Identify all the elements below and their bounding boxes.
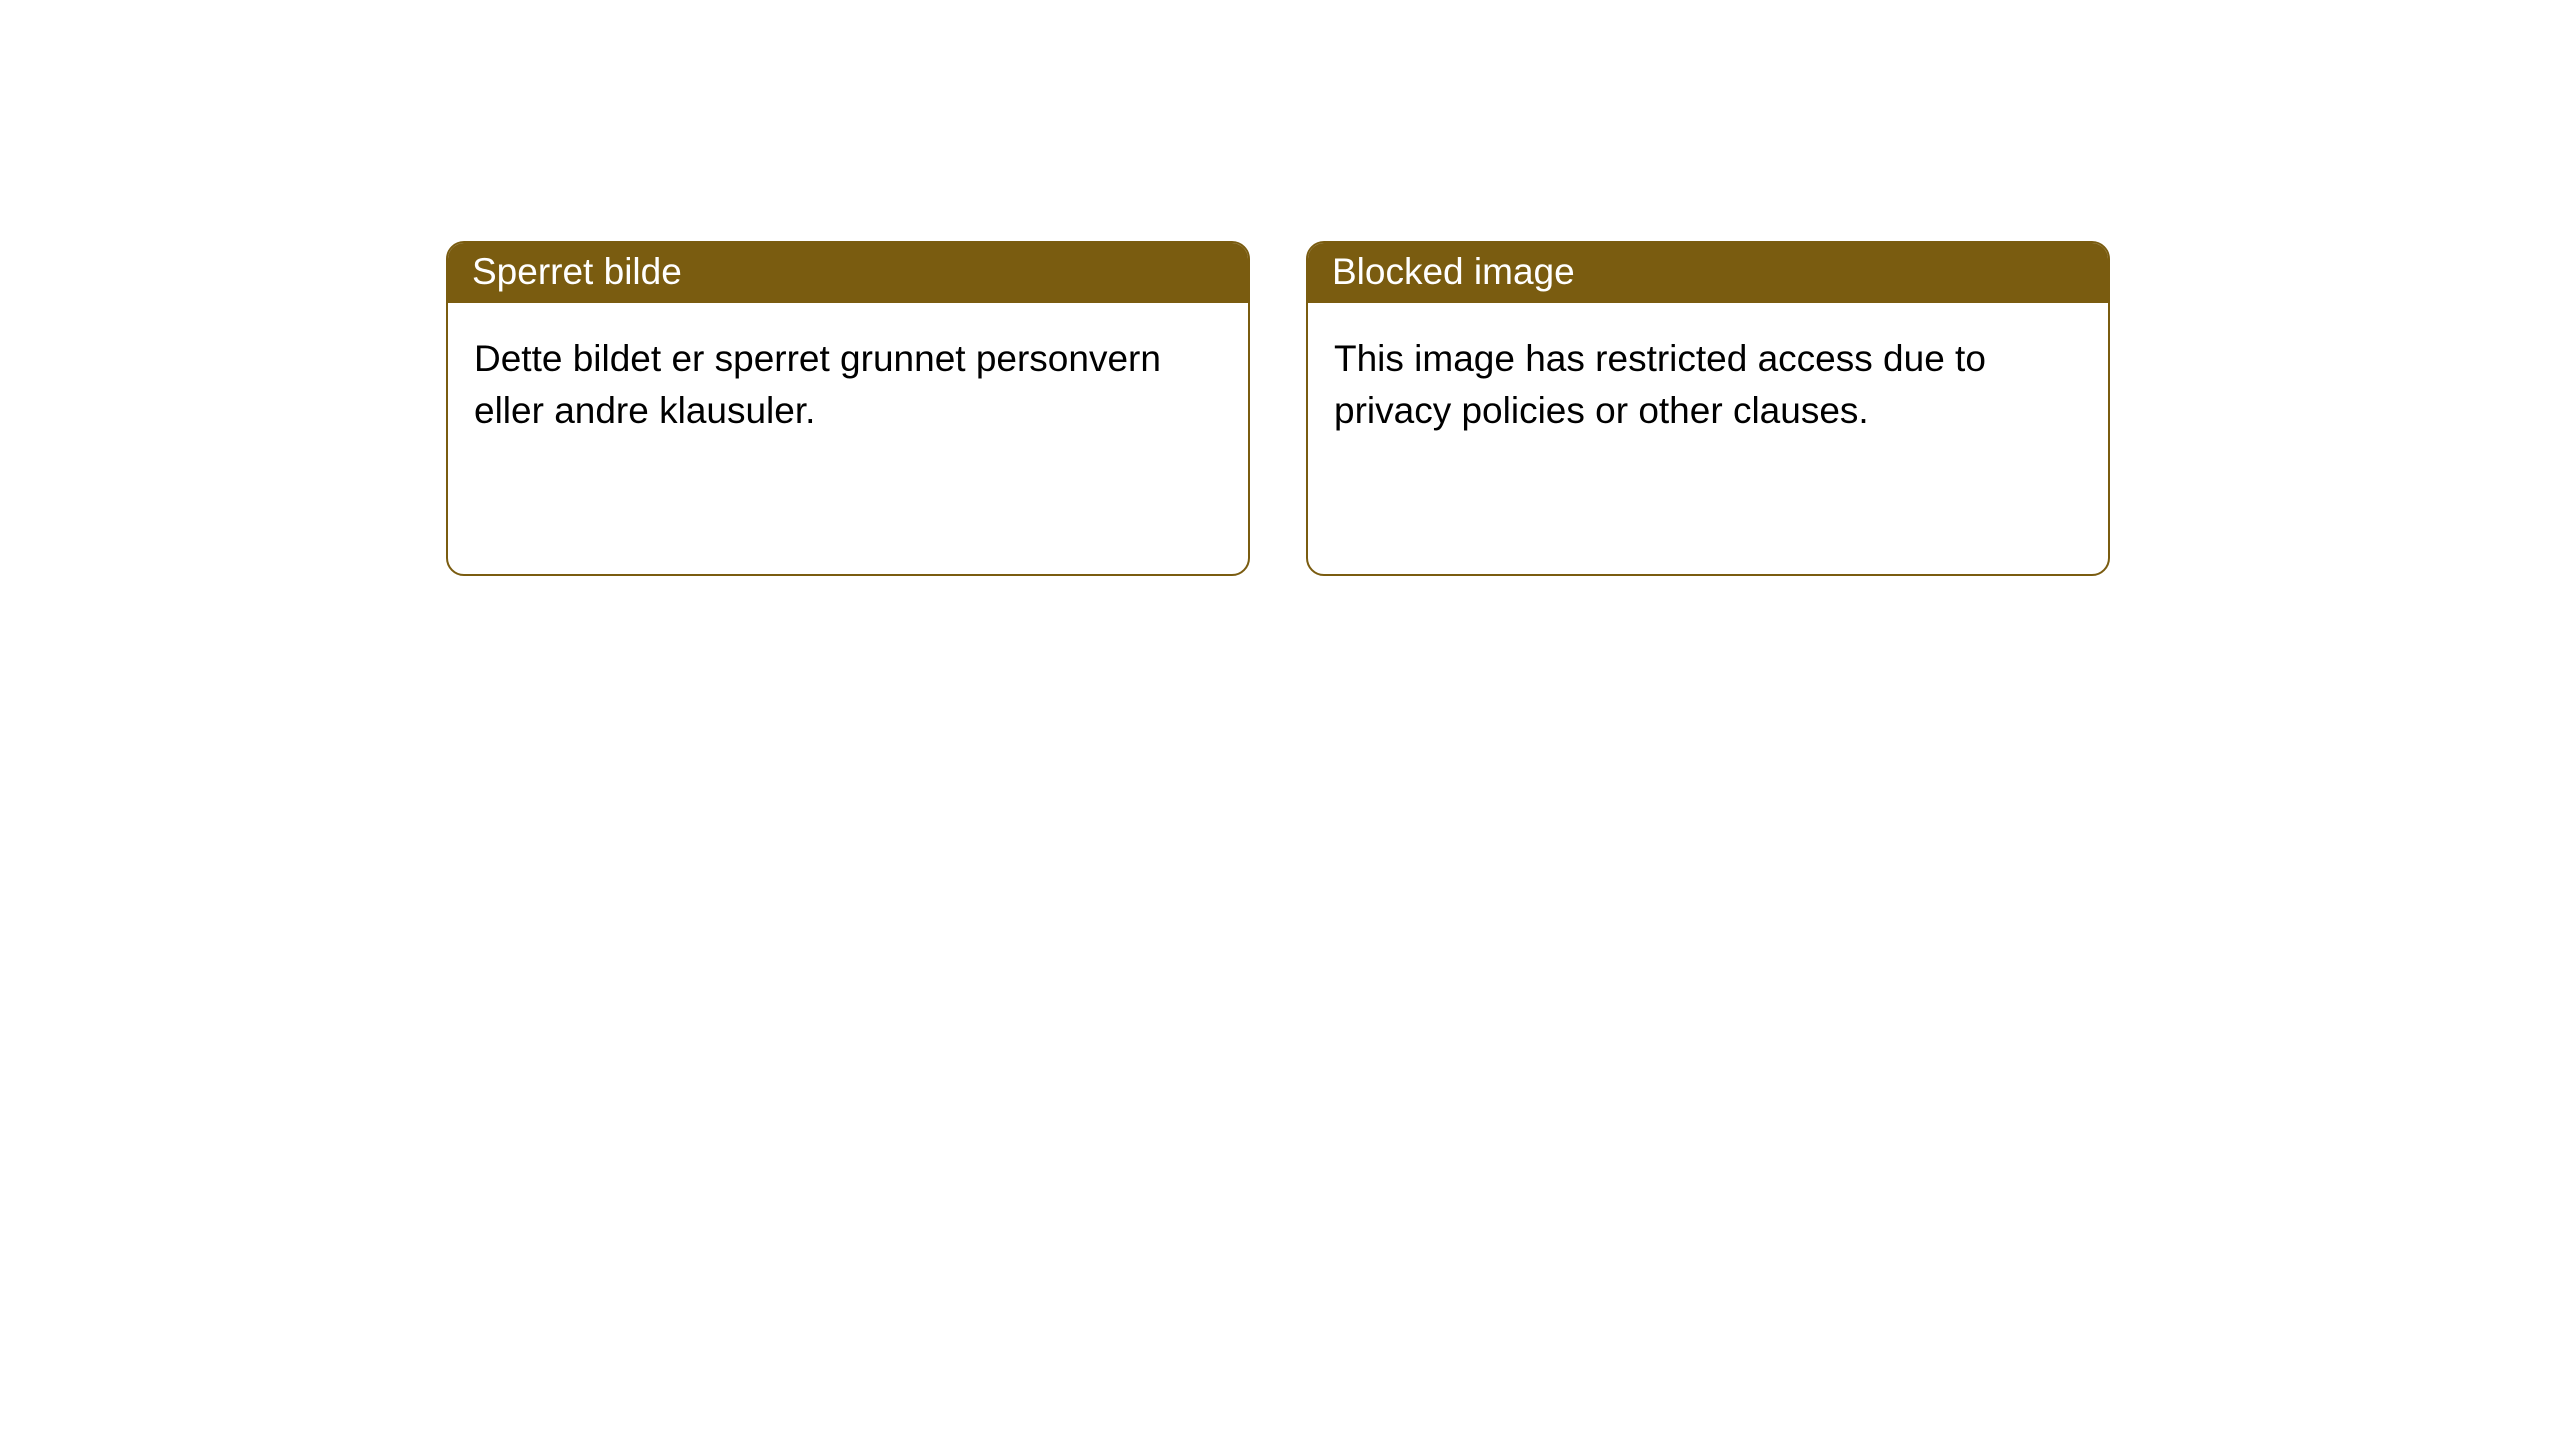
notice-box-norwegian: Sperret bilde Dette bildet er sperret gr… [446, 241, 1250, 576]
notice-body: This image has restricted access due to … [1308, 303, 2108, 467]
notice-container: Sperret bilde Dette bildet er sperret gr… [0, 0, 2560, 576]
notice-header: Blocked image [1308, 243, 2108, 303]
notice-box-english: Blocked image This image has restricted … [1306, 241, 2110, 576]
notice-body: Dette bildet er sperret grunnet personve… [448, 303, 1248, 467]
notice-header: Sperret bilde [448, 243, 1248, 303]
